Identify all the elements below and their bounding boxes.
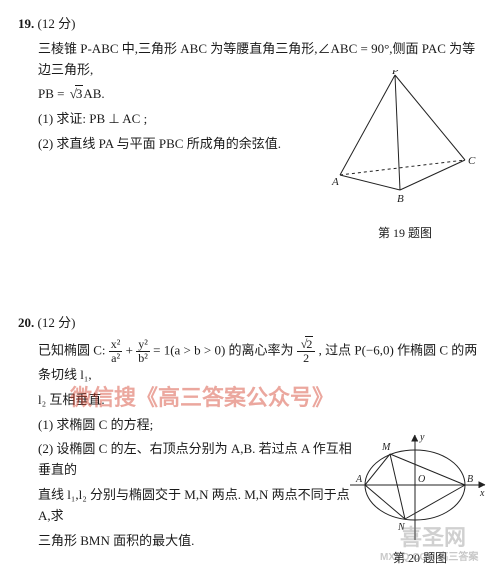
lbl-P: P <box>391 70 399 77</box>
q19-sqrt: 3 <box>68 84 84 105</box>
q20-number: 20. <box>18 315 34 330</box>
q19-header: 19. (12 分) <box>18 14 482 35</box>
lbl-A: A <box>331 176 339 188</box>
q20-points: (12 分) <box>38 315 76 330</box>
q19-line2a: PB = <box>38 86 68 101</box>
q20-line1: 已知椭圆 C: x² a² + y² b² = 1(a > b > 0) 的离心… <box>18 338 482 386</box>
l-M: M <box>381 442 391 453</box>
q20-part2-l2: 直线 l₁,l₂ 分别与椭圆交于 M,N 两点. M,N 两点不同于点 A,求 <box>18 485 358 527</box>
q19-figure: P A B C 第 19 题图 <box>330 70 480 241</box>
l-B: B <box>467 474 473 485</box>
l-O: O <box>418 474 425 485</box>
q20-figure: A B M N O x y 第 20 题图 <box>350 430 490 566</box>
q20-frac2: y² b² <box>136 338 150 365</box>
q20-part2-l1: (2) 设椭圆 C 的左、右顶点分别为 A,B. 若过点 A 作互相垂直的 <box>18 439 358 481</box>
q19-caption: 第 19 题图 <box>330 224 480 241</box>
q19-line2b: AB. <box>83 86 104 101</box>
q20-ecc-sqrt: 2 <box>299 338 314 351</box>
q20-header: 20. (12 分) <box>18 313 482 334</box>
page-root: 19. (12 分) 三棱锥 P-ABC 中,三角形 ABC 为等腰直角三角形,… <box>0 0 500 551</box>
q20-frac1: x² a² <box>109 338 123 365</box>
q20-ecc: 2 2 <box>297 338 316 365</box>
q19-number: 19. <box>18 16 34 31</box>
q19-svg: P A B C <box>330 70 480 220</box>
lbl-B: B <box>397 193 404 205</box>
l-N: N <box>397 522 406 533</box>
q20-part2-l3: 三角形 BMN 面积的最大值. <box>18 531 358 552</box>
q19-part2: (2) 求直线 PA 与平面 PBC 所成角的余弦值. <box>18 134 318 155</box>
lbl-C: C <box>468 155 476 167</box>
q20-caption: 第 20 题图 <box>350 549 490 566</box>
q20-svg: A B M N O x y <box>350 430 490 545</box>
q20-plus: + <box>126 342 137 357</box>
q20-l1a: 已知椭圆 C: <box>38 342 109 357</box>
q20-line2: l₂ 互相垂直. <box>18 390 482 411</box>
l-y: y <box>419 432 425 443</box>
q20-l1b: = 1(a > b > 0) 的离心率为 <box>153 342 293 357</box>
l-A: A <box>355 474 363 485</box>
l-x: x <box>479 488 485 499</box>
q19-points: (12 分) <box>38 16 76 31</box>
